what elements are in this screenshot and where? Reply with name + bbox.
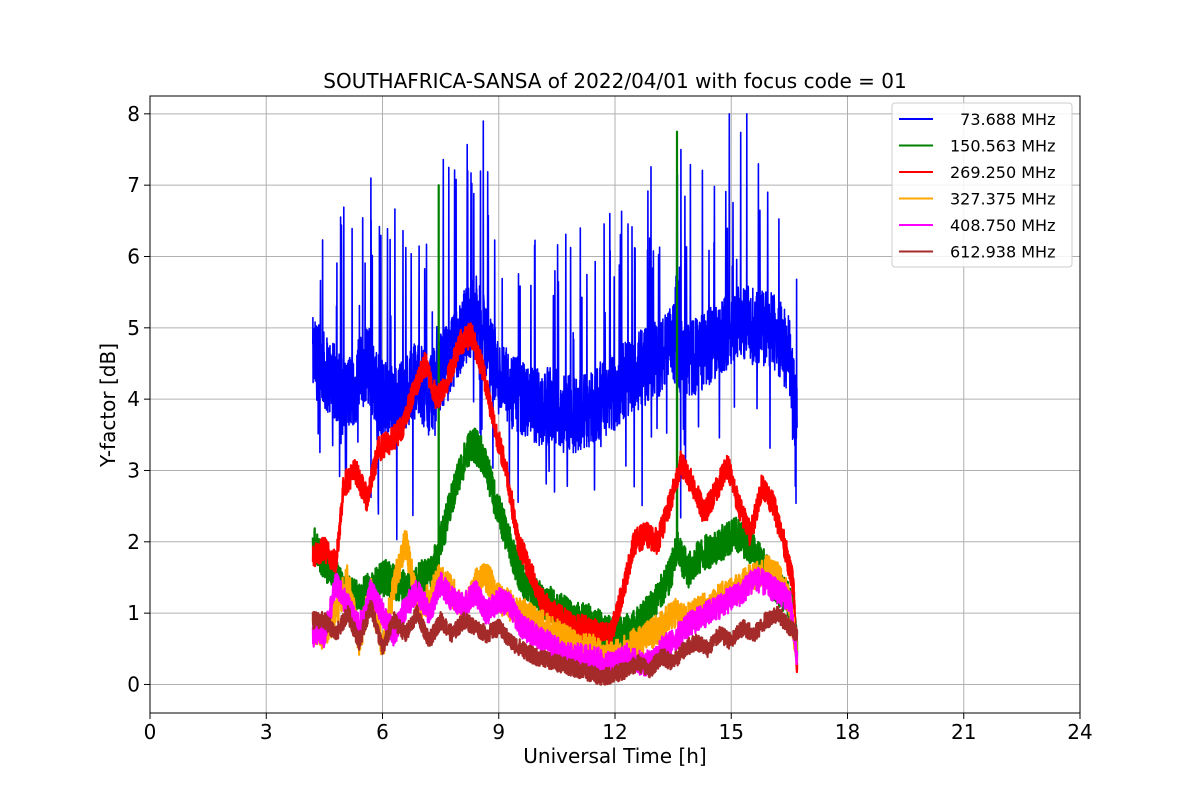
legend-label-4: 408.750 MHz: [950, 216, 1055, 235]
x-tick-label: 18: [835, 720, 860, 744]
y-tick-label: 4: [127, 387, 140, 411]
x-tick-label: 9: [492, 720, 505, 744]
x-tick-label: 21: [951, 720, 976, 744]
x-tick-label: 15: [719, 720, 744, 744]
series-line-5: [311, 600, 799, 686]
y-axis-label: Y-factor [dB]: [96, 343, 120, 468]
legend: 73.688 MHz 150.563 MHz 269.250 MHz 327.375 …: [891, 102, 1073, 268]
y-tick-label: 7: [127, 173, 140, 197]
x-axis: 0 3 6 9 12 15 18 21 24: [144, 713, 1093, 744]
y-tick-label: 1: [127, 601, 140, 625]
y-tick-label: 5: [127, 316, 140, 340]
x-tick-label: 3: [260, 720, 273, 744]
legend-box: [891, 102, 1073, 268]
y-tick-label: 8: [127, 102, 140, 126]
plot-area: [311, 113, 799, 686]
legend-label-1: 150.563 MHz: [950, 137, 1055, 156]
chart-title: SOUTHAFRICA-SANSA of 2022/04/01 with foc…: [323, 69, 907, 93]
y-tick-label: 0: [127, 672, 140, 696]
legend-label-0: 73.688 MHz: [950, 110, 1055, 129]
y-axis: 0 1 2 3 4 5 6 7 8: [127, 102, 150, 696]
x-axis-label: Universal Time [h]: [523, 744, 706, 768]
y-tick-label: 3: [127, 458, 140, 482]
x-tick-label: 24: [1067, 720, 1092, 744]
y-tick-label: 6: [127, 244, 140, 268]
legend-label-5: 612.938 MHz: [950, 243, 1055, 262]
legend-label-3: 327.375 MHz: [950, 190, 1055, 209]
x-tick-label: 12: [602, 720, 627, 744]
x-tick-label: 0: [144, 720, 157, 744]
legend-label-2: 269.250 MHz: [950, 163, 1055, 182]
series-line-2: [311, 322, 799, 674]
y-tick-label: 2: [127, 530, 140, 554]
x-tick-label: 6: [376, 720, 389, 744]
series-line-0: [312, 113, 798, 541]
